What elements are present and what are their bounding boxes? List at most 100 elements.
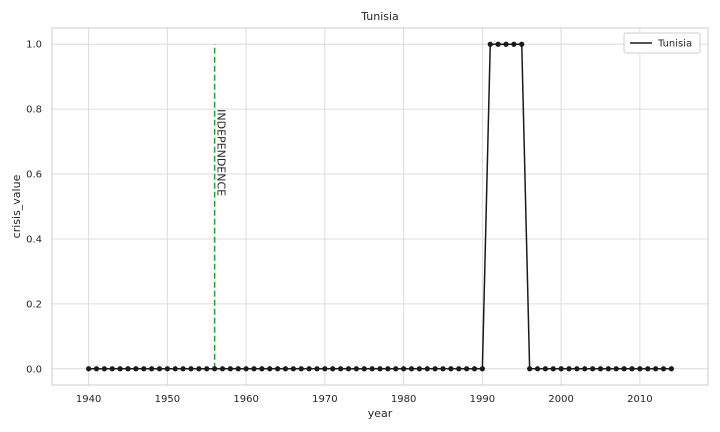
x-tick-label: 1970 (312, 394, 337, 405)
data-point (401, 366, 407, 372)
x-axis-label: year (368, 407, 393, 420)
data-point (133, 366, 139, 372)
data-point (487, 41, 493, 47)
data-point (605, 366, 611, 372)
data-point (117, 366, 123, 372)
data-point (629, 366, 635, 372)
legend: Tunisia (623, 32, 701, 54)
y-tick-labels: 0.0 0.2 0.4 0.6 0.8 1.0 (26, 40, 42, 376)
data-point (377, 366, 383, 372)
data-point (353, 366, 359, 372)
data-point (597, 366, 604, 372)
x-tick-label: 1950 (155, 394, 180, 405)
x-tick-label: 1940 (76, 394, 101, 405)
data-point (503, 41, 509, 47)
y-tick-label: 0.8 (26, 105, 42, 116)
data-point (164, 366, 170, 372)
data-point (432, 366, 438, 372)
data-point (574, 366, 580, 372)
data-point (660, 366, 667, 372)
data-point (322, 366, 328, 372)
series-layer (86, 41, 674, 372)
data-point (527, 366, 533, 372)
y-tick-label: 0.6 (26, 170, 42, 181)
data-point (212, 366, 218, 372)
data-point (393, 366, 399, 372)
data-point (645, 366, 651, 372)
data-point (93, 366, 100, 372)
data-point (219, 366, 226, 372)
data-point (86, 366, 92, 372)
data-point (101, 366, 107, 372)
data-point (416, 366, 422, 372)
data-point (141, 366, 147, 372)
data-point (440, 366, 446, 372)
x-tick-label: 1980 (391, 394, 416, 405)
data-point (519, 41, 525, 47)
data-point (621, 366, 627, 372)
data-point (345, 366, 352, 372)
data-point (267, 366, 273, 372)
data-point (385, 366, 391, 372)
data-point (424, 366, 430, 372)
data-point (456, 366, 462, 372)
y-axis-label: crisis_value (10, 174, 23, 238)
data-point (259, 366, 265, 372)
data-point (290, 366, 296, 372)
legend-label-tunisia: Tunisia (657, 39, 692, 50)
data-point (534, 366, 541, 372)
data-point (590, 366, 596, 372)
data-point (668, 366, 674, 372)
data-point (542, 366, 548, 372)
grid (52, 28, 708, 385)
data-point (479, 366, 485, 372)
data-point (464, 366, 470, 372)
data-point (188, 366, 194, 372)
data-point (637, 366, 643, 372)
data-point (511, 41, 517, 47)
data-point (361, 366, 367, 372)
data-point (558, 366, 564, 372)
data-point (227, 366, 233, 372)
data-point (235, 366, 241, 372)
data-point (306, 366, 312, 372)
annotation-layer: INDEPENDENCE (213, 44, 228, 369)
data-point (251, 366, 257, 372)
x-tick-label: 1990 (470, 394, 495, 405)
data-point (330, 366, 336, 372)
data-point (282, 366, 289, 372)
data-point (448, 366, 454, 372)
data-point (495, 41, 501, 47)
x-tick-labels: 1940 1950 1960 1970 1980 1990 2000 2010 (76, 394, 653, 405)
x-tick-label: 2000 (548, 394, 573, 405)
data-point (613, 366, 619, 372)
data-point (180, 366, 186, 372)
legend-box (623, 32, 701, 54)
data-point (275, 366, 281, 372)
data-point (243, 366, 249, 372)
y-tick-label: 0.0 (26, 364, 42, 375)
y-tick-label: 0.4 (26, 234, 42, 245)
data-point (653, 366, 659, 372)
data-point (204, 366, 210, 372)
x-tick-label: 1960 (233, 394, 258, 405)
data-point (172, 366, 178, 372)
data-point (109, 366, 115, 372)
y-tick-label: 1.0 (26, 40, 42, 51)
data-point (156, 366, 163, 372)
plot-frame (51, 27, 709, 386)
data-point (369, 366, 375, 372)
data-point (408, 366, 415, 372)
data-point (550, 366, 556, 372)
data-point (196, 366, 202, 372)
data-point (338, 366, 344, 372)
y-tick-label: 0.2 (26, 299, 42, 310)
data-point (471, 366, 478, 372)
data-point (298, 366, 304, 372)
chart-title: Tunisia (360, 10, 399, 23)
data-point (566, 366, 572, 372)
x-tick-label: 2010 (627, 394, 652, 405)
data-point (314, 366, 320, 372)
